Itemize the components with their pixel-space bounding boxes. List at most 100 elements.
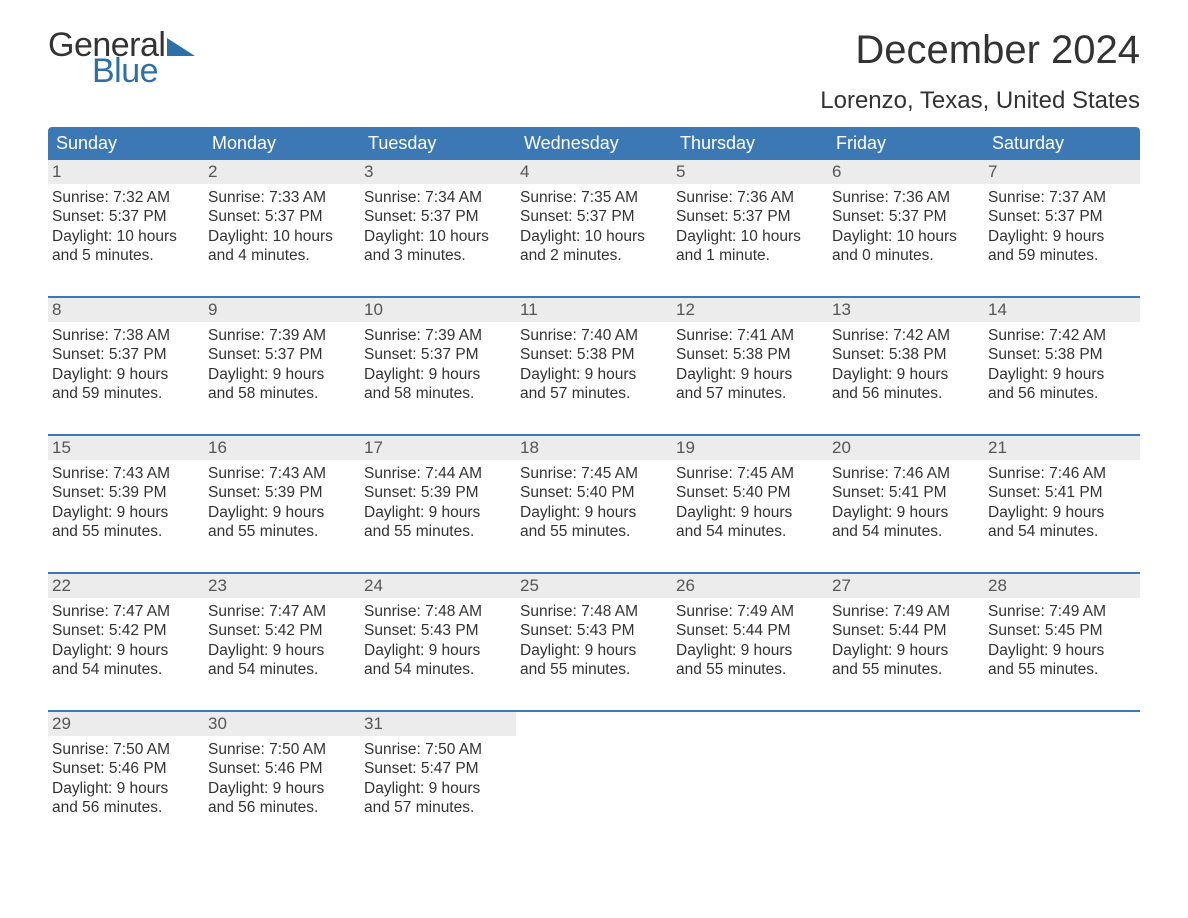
cell-line-d2: and 1 minute.: [676, 246, 822, 265]
cell-line-d2: and 57 minutes.: [520, 384, 666, 403]
cell-line-sunrise: Sunrise: 7:50 AM: [208, 740, 354, 759]
cell-line-sunrise: Sunrise: 7:36 AM: [832, 188, 978, 207]
calendar-cell: 17Sunrise: 7:44 AMSunset: 5:39 PMDayligh…: [360, 436, 516, 552]
calendar-cell: 26Sunrise: 7:49 AMSunset: 5:44 PMDayligh…: [672, 574, 828, 690]
cell-body: Sunrise: 7:42 AMSunset: 5:38 PMDaylight:…: [828, 322, 984, 408]
cell-line-sunrise: Sunrise: 7:44 AM: [364, 464, 510, 483]
day-number: 7: [984, 160, 1140, 184]
cell-body: Sunrise: 7:45 AMSunset: 5:40 PMDaylight:…: [672, 460, 828, 546]
calendar-cell: 28Sunrise: 7:49 AMSunset: 5:45 PMDayligh…: [984, 574, 1140, 690]
cell-line-sunrise: Sunrise: 7:46 AM: [832, 464, 978, 483]
cell-line-sunrise: Sunrise: 7:39 AM: [364, 326, 510, 345]
cell-body: Sunrise: 7:45 AMSunset: 5:40 PMDaylight:…: [516, 460, 672, 546]
cell-line-sunset: Sunset: 5:39 PM: [208, 483, 354, 502]
cell-body: Sunrise: 7:36 AMSunset: 5:37 PMDaylight:…: [672, 184, 828, 270]
cell-line-d1: Daylight: 9 hours: [988, 227, 1134, 246]
cell-line-d2: and 55 minutes.: [520, 660, 666, 679]
cell-body: Sunrise: 7:46 AMSunset: 5:41 PMDaylight:…: [828, 460, 984, 546]
cell-line-d2: and 54 minutes.: [364, 660, 510, 679]
cell-line-d1: Daylight: 9 hours: [364, 641, 510, 660]
cell-line-d2: and 2 minutes.: [520, 246, 666, 265]
cell-line-sunset: Sunset: 5:41 PM: [832, 483, 978, 502]
calendar-cell: 10Sunrise: 7:39 AMSunset: 5:37 PMDayligh…: [360, 298, 516, 414]
cell-line-sunset: Sunset: 5:37 PM: [520, 207, 666, 226]
cell-line-d2: and 58 minutes.: [208, 384, 354, 403]
cell-line-sunset: Sunset: 5:38 PM: [676, 345, 822, 364]
day-number: 22: [48, 574, 204, 598]
cell-body: Sunrise: 7:47 AMSunset: 5:42 PMDaylight:…: [204, 598, 360, 684]
cell-line-sunrise: Sunrise: 7:40 AM: [520, 326, 666, 345]
day-number: 21: [984, 436, 1140, 460]
day-header: Wednesday: [516, 127, 672, 160]
title-block: December 2024 Lorenzo, Texas, United Sta…: [820, 28, 1140, 115]
calendar-cell: [828, 712, 984, 828]
cell-line-sunset: Sunset: 5:37 PM: [208, 345, 354, 364]
calendar-cell: 21Sunrise: 7:46 AMSunset: 5:41 PMDayligh…: [984, 436, 1140, 552]
day-number: [672, 712, 828, 736]
calendar-week: 29Sunrise: 7:50 AMSunset: 5:46 PMDayligh…: [48, 710, 1140, 828]
cell-line-d2: and 0 minutes.: [832, 246, 978, 265]
cell-line-d2: and 5 minutes.: [52, 246, 198, 265]
cell-line-sunset: Sunset: 5:39 PM: [52, 483, 198, 502]
day-number: 15: [48, 436, 204, 460]
cell-line-d2: and 55 minutes.: [832, 660, 978, 679]
cell-line-sunrise: Sunrise: 7:33 AM: [208, 188, 354, 207]
calendar-cell: 19Sunrise: 7:45 AMSunset: 5:40 PMDayligh…: [672, 436, 828, 552]
day-number: 4: [516, 160, 672, 184]
cell-line-d2: and 56 minutes.: [208, 798, 354, 817]
cell-line-d2: and 55 minutes.: [208, 522, 354, 541]
cell-line-sunset: Sunset: 5:38 PM: [520, 345, 666, 364]
day-number: 30: [204, 712, 360, 736]
cell-line-sunrise: Sunrise: 7:34 AM: [364, 188, 510, 207]
day-number: 24: [360, 574, 516, 598]
calendar-cell: 13Sunrise: 7:42 AMSunset: 5:38 PMDayligh…: [828, 298, 984, 414]
cell-line-sunset: Sunset: 5:40 PM: [520, 483, 666, 502]
cell-line-sunset: Sunset: 5:46 PM: [52, 759, 198, 778]
cell-line-sunrise: Sunrise: 7:36 AM: [676, 188, 822, 207]
day-number: 5: [672, 160, 828, 184]
cell-line-sunrise: Sunrise: 7:49 AM: [832, 602, 978, 621]
day-number: 6: [828, 160, 984, 184]
calendar-cell: 6Sunrise: 7:36 AMSunset: 5:37 PMDaylight…: [828, 160, 984, 276]
cell-line-d2: and 4 minutes.: [208, 246, 354, 265]
logo: General Blue: [48, 28, 195, 88]
cell-body: Sunrise: 7:44 AMSunset: 5:39 PMDaylight:…: [360, 460, 516, 546]
day-header: Friday: [828, 127, 984, 160]
month-title: December 2024: [820, 28, 1140, 73]
cell-body: Sunrise: 7:49 AMSunset: 5:45 PMDaylight:…: [984, 598, 1140, 684]
day-header-row: Sunday Monday Tuesday Wednesday Thursday…: [48, 127, 1140, 160]
logo-word-2: Blue: [92, 54, 195, 88]
day-number: 26: [672, 574, 828, 598]
cell-line-d2: and 55 minutes.: [676, 660, 822, 679]
cell-line-sunset: Sunset: 5:45 PM: [988, 621, 1134, 640]
day-number: 18: [516, 436, 672, 460]
day-number: 27: [828, 574, 984, 598]
calendar-cell: 25Sunrise: 7:48 AMSunset: 5:43 PMDayligh…: [516, 574, 672, 690]
calendar-cell: 15Sunrise: 7:43 AMSunset: 5:39 PMDayligh…: [48, 436, 204, 552]
cell-line-d2: and 3 minutes.: [364, 246, 510, 265]
calendar-cell: 29Sunrise: 7:50 AMSunset: 5:46 PMDayligh…: [48, 712, 204, 828]
cell-line-sunset: Sunset: 5:38 PM: [988, 345, 1134, 364]
day-number: 28: [984, 574, 1140, 598]
calendar-week: 1Sunrise: 7:32 AMSunset: 5:37 PMDaylight…: [48, 160, 1140, 276]
day-number: 31: [360, 712, 516, 736]
calendar-cell: 14Sunrise: 7:42 AMSunset: 5:38 PMDayligh…: [984, 298, 1140, 414]
cell-line-sunrise: Sunrise: 7:48 AM: [364, 602, 510, 621]
cell-line-d2: and 55 minutes.: [364, 522, 510, 541]
cell-body: Sunrise: 7:35 AMSunset: 5:37 PMDaylight:…: [516, 184, 672, 270]
cell-body: Sunrise: 7:48 AMSunset: 5:43 PMDaylight:…: [360, 598, 516, 684]
cell-line-sunset: Sunset: 5:37 PM: [208, 207, 354, 226]
cell-line-sunset: Sunset: 5:37 PM: [364, 207, 510, 226]
day-number: 9: [204, 298, 360, 322]
cell-line-sunset: Sunset: 5:38 PM: [832, 345, 978, 364]
cell-line-d1: Daylight: 9 hours: [676, 365, 822, 384]
calendar-cell: 23Sunrise: 7:47 AMSunset: 5:42 PMDayligh…: [204, 574, 360, 690]
cell-line-d2: and 56 minutes.: [832, 384, 978, 403]
day-number: 3: [360, 160, 516, 184]
cell-line-sunset: Sunset: 5:37 PM: [52, 207, 198, 226]
cell-line-d1: Daylight: 9 hours: [364, 779, 510, 798]
cell-line-sunset: Sunset: 5:42 PM: [208, 621, 354, 640]
cell-line-d1: Daylight: 10 hours: [832, 227, 978, 246]
calendar-week: 22Sunrise: 7:47 AMSunset: 5:42 PMDayligh…: [48, 572, 1140, 690]
day-header: Tuesday: [360, 127, 516, 160]
